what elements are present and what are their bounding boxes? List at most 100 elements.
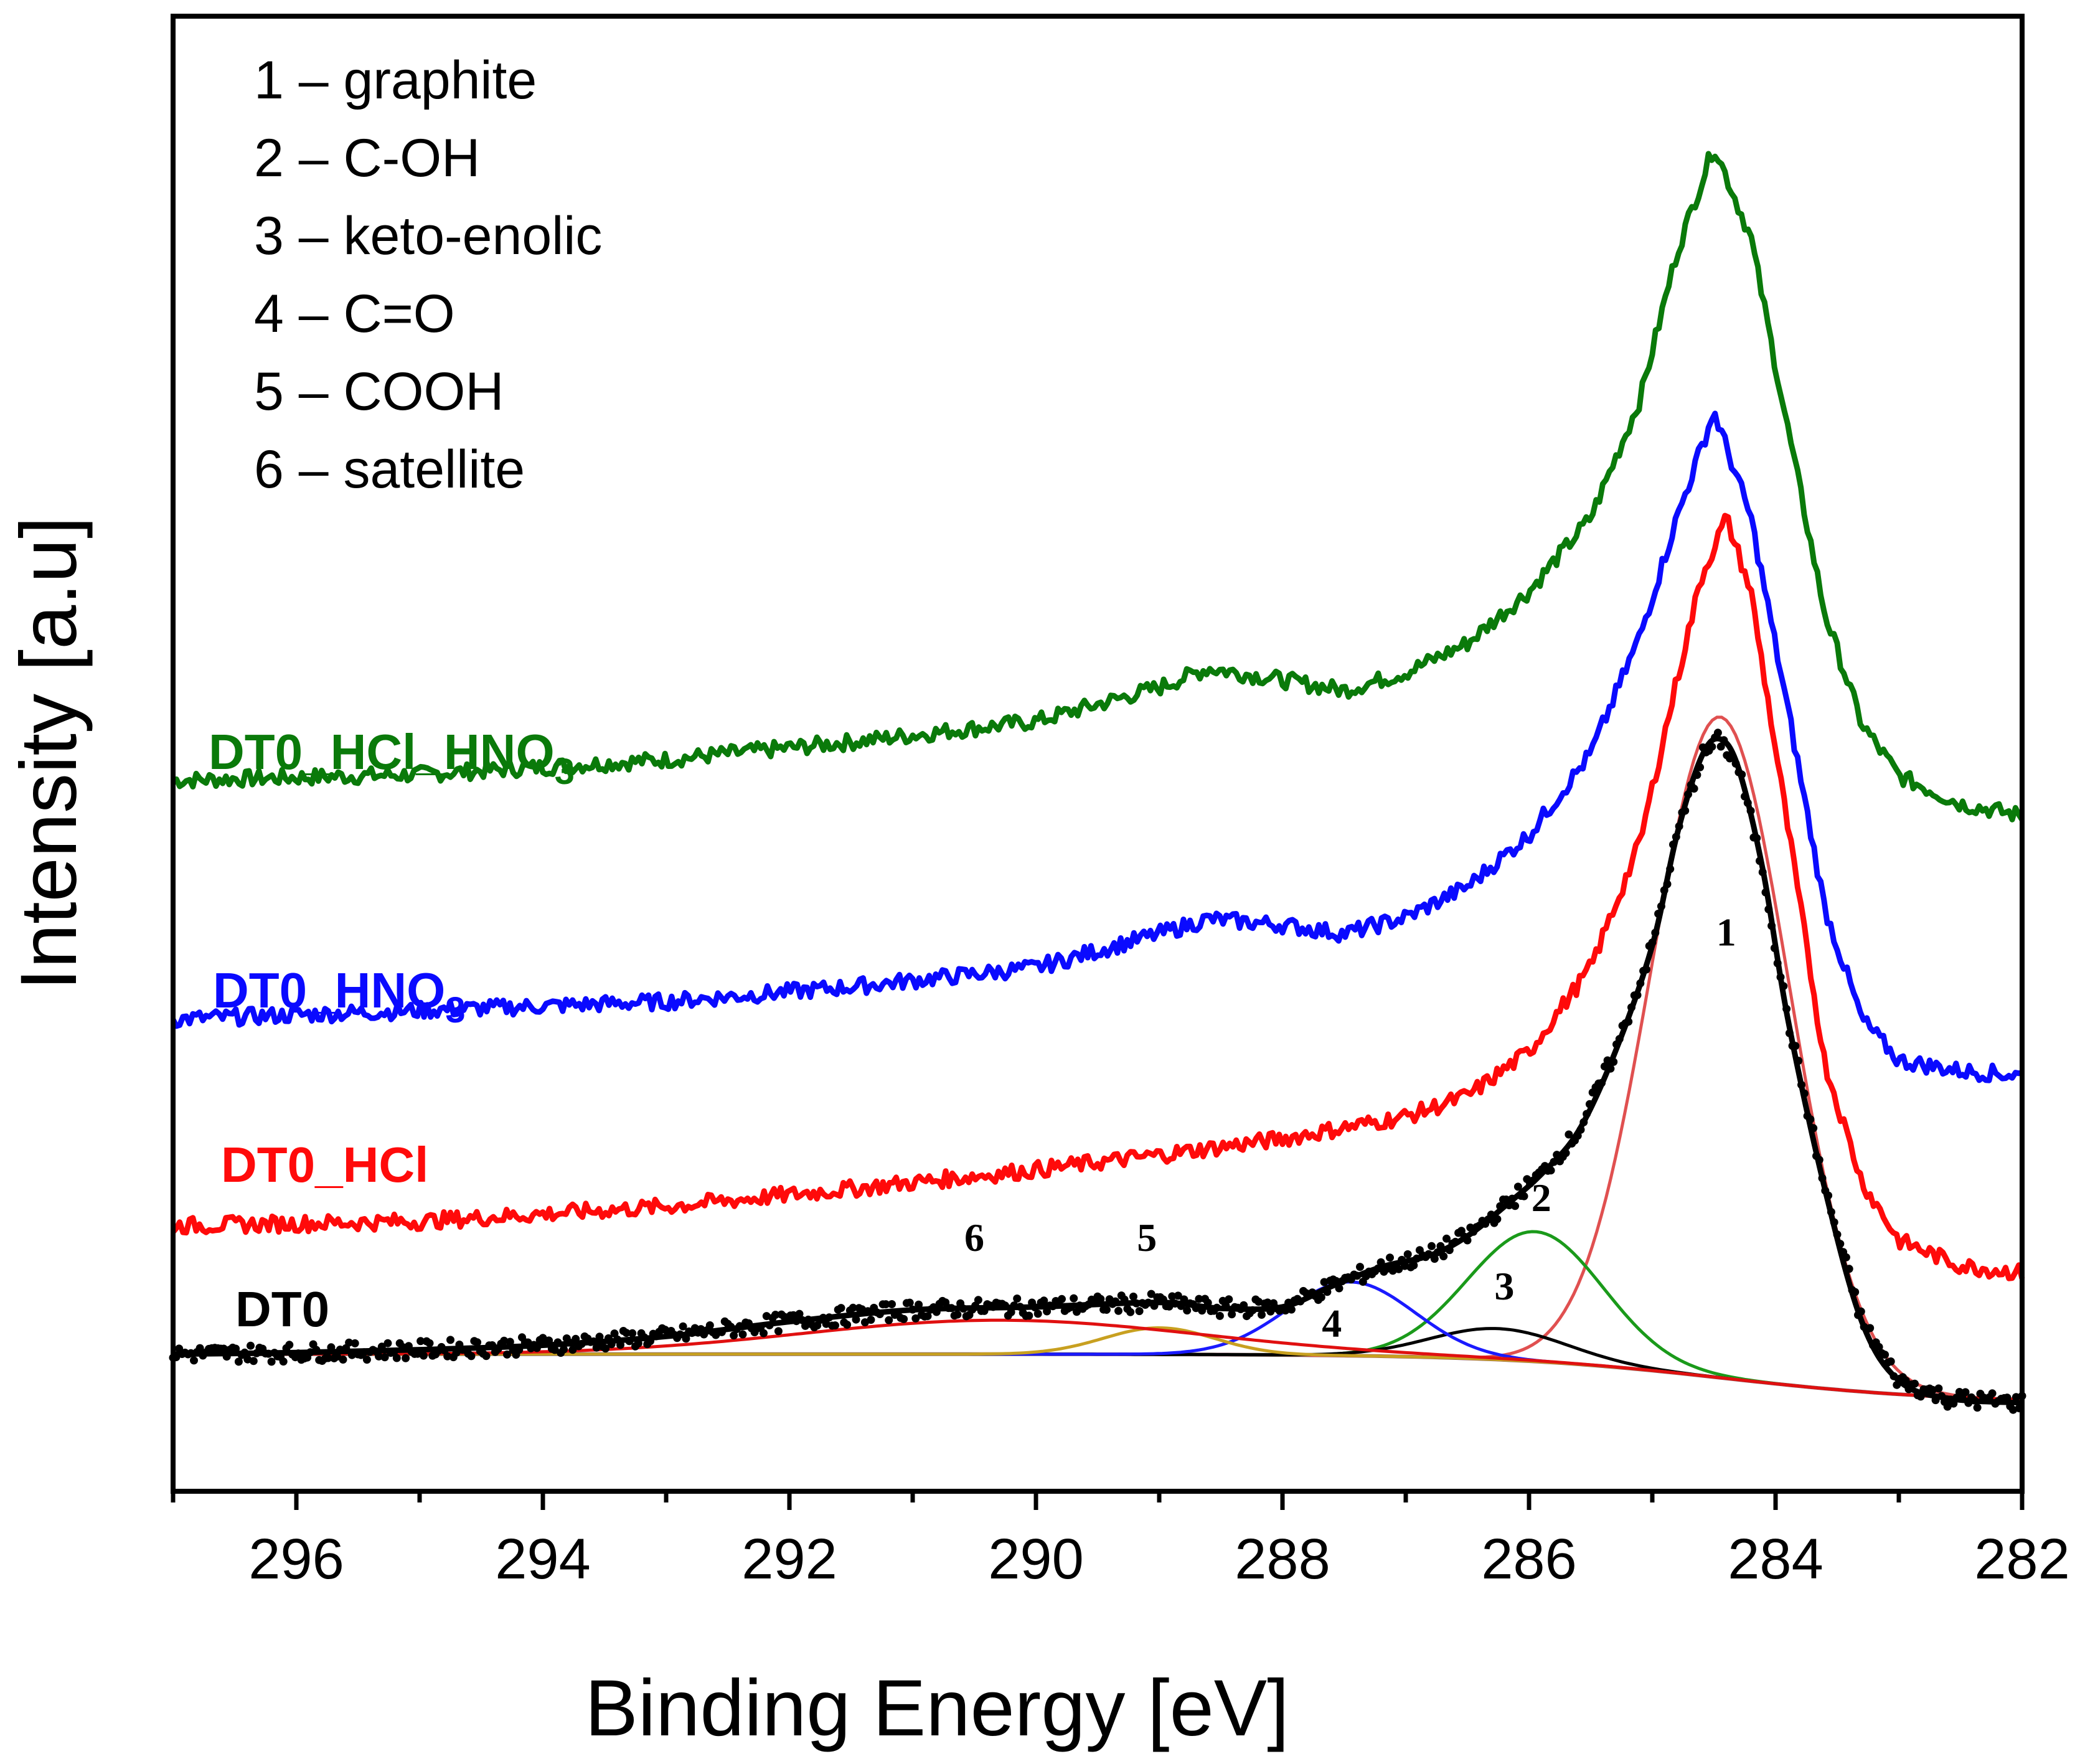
dt0-data-point (1934, 1384, 1943, 1393)
x-tick-label: 292 (741, 1527, 837, 1591)
dt0-data-point (705, 1321, 714, 1329)
dt0-data-points (169, 729, 2026, 1414)
dt0-data-point (1013, 1295, 1022, 1303)
dt0-data-point (595, 1332, 604, 1341)
legend-label: COOH (343, 362, 504, 422)
x-tick-label: 290 (988, 1527, 1084, 1591)
dt0-data-point (843, 1321, 852, 1329)
dt0-data-point (882, 1300, 890, 1309)
dt0-data-point (2012, 1393, 2020, 1402)
dt0-data-point (1058, 1295, 1066, 1303)
dt0-data-point (1439, 1252, 1448, 1261)
component-peak-6 (173, 1318, 2023, 1402)
dt0-data-point (1716, 742, 1725, 751)
series-label-subscript: 3 (555, 752, 575, 792)
dt0-data-point (885, 1316, 893, 1324)
dt0-data-point (1955, 1388, 1964, 1396)
dt0-data-point (774, 1327, 783, 1336)
dt0-data-point (339, 1356, 347, 1364)
dt0-data-point (1129, 1292, 1137, 1301)
dt0-data-point (1713, 729, 1722, 737)
legend-separator: – (299, 206, 344, 266)
dt0-data-point (190, 1356, 198, 1365)
dt0-data-point (247, 1341, 255, 1350)
dt0-data-point (1126, 1308, 1135, 1316)
dt0-data-point (195, 1344, 204, 1352)
dt0-data-point (771, 1311, 780, 1319)
dt0-data-point (482, 1352, 491, 1361)
dt0-data-point (601, 1344, 610, 1353)
dt0-data-point (1183, 1306, 1192, 1315)
peak-label-2: 2 (1532, 1176, 1551, 1220)
dt0-data-point (568, 1346, 577, 1354)
series-label-DT0: DT0 (235, 1281, 329, 1337)
dt0-data-point (900, 1314, 908, 1323)
dt0-data-point (1225, 1295, 1233, 1304)
legend-label: keto-enolic (343, 206, 602, 266)
dt0-data-point (911, 1314, 920, 1323)
legend-separator: – (299, 284, 344, 344)
dt0-data-point (1386, 1253, 1394, 1262)
legend-entry: 2 – C-OH (254, 128, 480, 188)
dt0-data-point (849, 1303, 857, 1312)
dt0-data-point (473, 1338, 482, 1347)
dt0-data-point (730, 1331, 738, 1340)
legend-separator: – (299, 50, 344, 110)
legend-number: 3 (254, 206, 299, 266)
dt0-data-point (1886, 1357, 1895, 1365)
series-label-base: DT0_HCl_HNO (209, 724, 555, 780)
dt0-data-point (1070, 1294, 1078, 1303)
dt0-data-point (610, 1329, 619, 1338)
x-axis-title: Binding Energy [eV] (585, 1664, 1289, 1753)
dt0-data-point (503, 1350, 511, 1359)
dt0-data-point (375, 1352, 383, 1361)
dt0-data-point (279, 1357, 288, 1366)
legend-label: C=O (343, 284, 454, 344)
dt0-data-point (905, 1298, 914, 1307)
dt0-data-point (628, 1329, 637, 1337)
dt0-data-point (267, 1357, 276, 1366)
dt0-data-point (1395, 1265, 1403, 1273)
dt0-data-point (1096, 1295, 1105, 1303)
dt0-data-point (1174, 1291, 1182, 1300)
dt0-data-point (1911, 1379, 1919, 1388)
peak-label-5: 5 (1137, 1215, 1157, 1260)
dt0-data-point (1513, 1182, 1522, 1191)
legend-separator: – (299, 362, 344, 422)
dt0-data-point (1565, 1130, 1573, 1139)
dt0-data-point (1881, 1351, 1889, 1359)
plot-frame (171, 14, 2025, 1494)
dt0-data-point (1195, 1295, 1203, 1303)
legend-label: satellite (343, 440, 525, 499)
dt0-data-point (1356, 1263, 1364, 1271)
dt0-data-point (234, 1357, 243, 1366)
x-tick-label: 296 (248, 1527, 344, 1591)
dt0-data-point (446, 1336, 454, 1344)
dt0-data-point (679, 1322, 687, 1331)
legend-entry: 5 – COOH (254, 362, 504, 422)
dt0-data-point (249, 1357, 258, 1365)
dt0-data-point (1215, 1311, 1224, 1320)
dt0-data-point (1168, 1292, 1177, 1301)
dt0-data-point (1511, 1202, 1520, 1210)
x-tick-label: 288 (1235, 1527, 1330, 1591)
dt0-data-point (795, 1309, 804, 1318)
x-tick-label: 284 (1728, 1527, 1824, 1591)
peak-label-4: 4 (1322, 1301, 1342, 1345)
legend-number: 5 (254, 362, 299, 422)
dt0-data-point (560, 1345, 568, 1354)
dt0-data-point (219, 1344, 228, 1353)
series-line-DT0_HCl (171, 512, 2025, 1281)
dt0-data-point (1040, 1296, 1048, 1305)
dt0-data-point (467, 1352, 476, 1361)
legend-entry: 1 – graphite (254, 50, 537, 110)
dt0-data-point (1409, 1261, 1418, 1270)
x-tick-label: 282 (1974, 1527, 2070, 1591)
dt0-data-point (1135, 1307, 1144, 1316)
x-tick-label: 294 (495, 1527, 591, 1591)
dt0-data-point (362, 1356, 371, 1364)
dt0-data-point (380, 1353, 389, 1362)
dt0-data-point (1025, 1311, 1033, 1320)
legend-number: 2 (254, 128, 299, 188)
